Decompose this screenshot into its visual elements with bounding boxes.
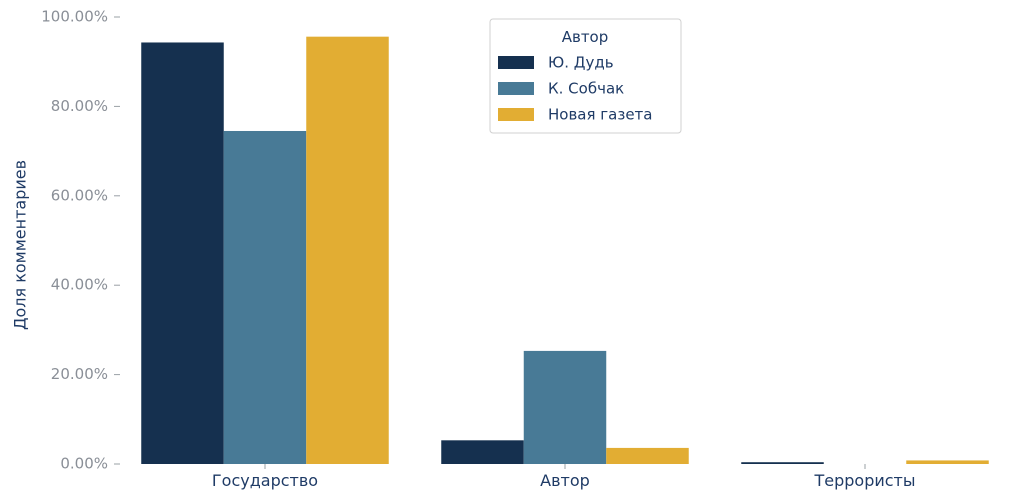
y-tick-label: 0.00% (60, 455, 108, 473)
legend: Автор Ю. Дудь К. Собчак Новая газета (489, 18, 682, 134)
y-tick-label: 60.00% (51, 186, 108, 204)
y-tick-label: 20.00% (51, 365, 108, 383)
legend-swatch (498, 82, 534, 95)
x-tick-label: Террористы (813, 471, 915, 490)
legend-swatch (498, 56, 534, 69)
legend-label: Новая газета (548, 106, 653, 124)
bars-group (141, 36, 989, 465)
y-tick-label: 40.00% (51, 276, 108, 294)
x-tick-label: Автор (540, 471, 590, 490)
bar (523, 350, 607, 464)
bar (141, 42, 224, 464)
x-tick-label: Государство (212, 471, 318, 490)
legend-label: К. Собчак (548, 80, 624, 98)
bar (741, 462, 824, 464)
legend-label: Ю. Дудь (548, 54, 614, 72)
bar (223, 130, 307, 465)
bar (906, 460, 989, 464)
bar (606, 447, 689, 464)
legend-title: Автор (562, 28, 609, 46)
legend-swatch (498, 108, 534, 121)
legend-box (489, 18, 682, 134)
y-axis: 0.00% 20.00% 40.00% 60.00% 80.00% 100.00% (41, 8, 120, 473)
y-tick-label: 100.00% (41, 8, 108, 26)
x-axis: Государство Автор Террористы (212, 464, 916, 490)
bar (441, 440, 524, 464)
bar (306, 36, 389, 464)
y-axis-title: Доля комментариев (11, 160, 30, 330)
y-tick-label: 80.00% (51, 97, 108, 115)
